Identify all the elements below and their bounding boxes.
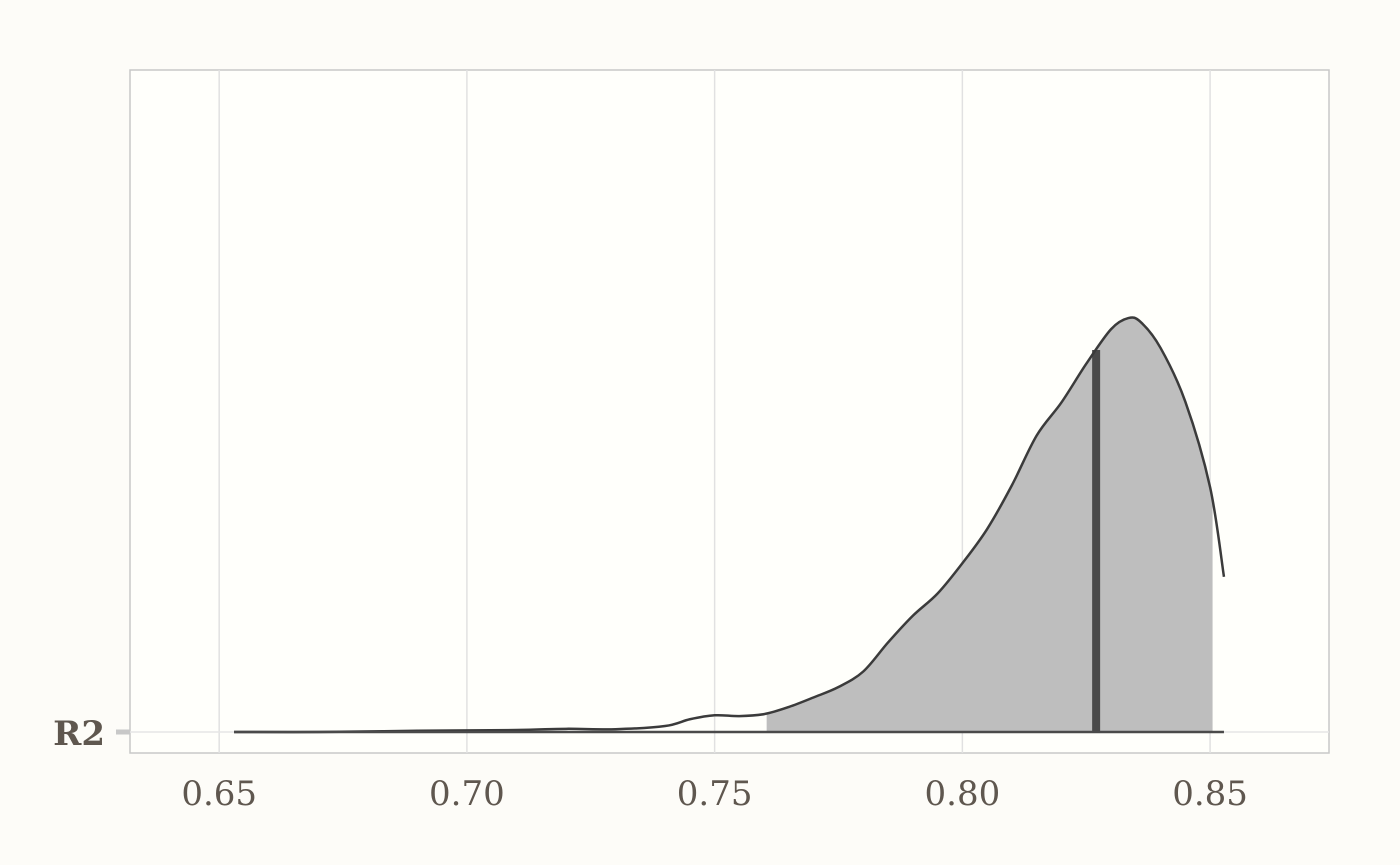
x-axis: 0.65 0.70 0.75 0.80 0.85	[181, 774, 1248, 814]
x-tick-label-0-80: 0.80	[925, 774, 1001, 814]
x-tick-label-0-65: 0.65	[181, 774, 257, 814]
y-axis: R2	[53, 714, 130, 754]
y-tick-label-r2: R2	[53, 714, 105, 754]
x-tick-label-0-85: 0.85	[1172, 774, 1248, 814]
x-tick-label-0-75: 0.75	[677, 774, 753, 814]
density-interval-fill	[766, 317, 1213, 732]
x-tick-label-0-70: 0.70	[429, 774, 505, 814]
density-curve	[234, 316, 1226, 734]
